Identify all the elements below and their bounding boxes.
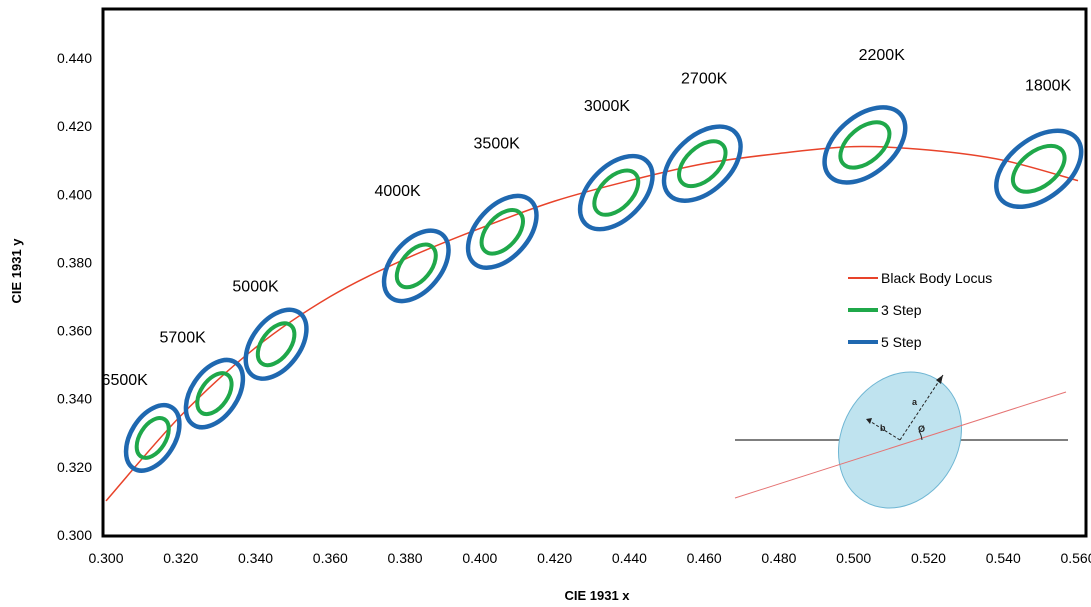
cct-label: 2200K bbox=[859, 47, 906, 64]
y-tick-label: 0.380 bbox=[57, 254, 92, 270]
inset-label-phi: Ø bbox=[918, 424, 925, 434]
cct-label: 6500K bbox=[102, 372, 149, 389]
cct-label: 3000K bbox=[584, 98, 631, 115]
cct-label: 3500K bbox=[474, 135, 521, 152]
y-tick-label: 0.400 bbox=[57, 186, 92, 202]
x-tick-label: 0.320 bbox=[163, 550, 198, 566]
y-axis-title: CIE 1931 y bbox=[9, 238, 24, 304]
legend-label-5step: 5 Step bbox=[881, 334, 922, 350]
y-tick-label: 0.440 bbox=[57, 50, 92, 66]
x-tick-label: 0.540 bbox=[986, 550, 1021, 566]
x-tick-label: 0.340 bbox=[238, 550, 273, 566]
ellipse-3step bbox=[394, 242, 438, 290]
y-tick-label: 0.340 bbox=[57, 391, 92, 407]
y-tick-label: 0.420 bbox=[57, 118, 92, 134]
legend-label-locus: Black Body Locus bbox=[881, 270, 992, 286]
ellipse-3step bbox=[838, 120, 892, 170]
x-tick-label: 0.560 bbox=[1060, 550, 1091, 566]
ellipse-5step bbox=[822, 105, 908, 185]
x-tick-label: 0.420 bbox=[537, 550, 572, 566]
legend-label-3step: 3 Step bbox=[881, 302, 922, 318]
y-tick-labels: 0.300 0.320 0.340 0.360 0.380 0.400 0.420 0.440 bbox=[57, 50, 92, 543]
cct-label: 5700K bbox=[160, 330, 207, 347]
cct-label: 1800K bbox=[1025, 77, 1072, 94]
cct-label: 4000K bbox=[374, 183, 421, 200]
x-tick-label: 0.520 bbox=[911, 550, 946, 566]
x-tick-labels: 0.300 0.320 0.340 0.360 0.380 0.400 0.420 0.440… bbox=[88, 550, 1091, 566]
inset-minor-arrowhead bbox=[866, 418, 872, 424]
cct-label: 5000K bbox=[232, 278, 279, 295]
inset-minor-axis bbox=[867, 419, 901, 441]
locus-layer bbox=[105, 145, 1079, 502]
ellipse-3step bbox=[255, 321, 297, 368]
ellipse-5step bbox=[661, 124, 743, 203]
x-tick-label: 0.360 bbox=[313, 550, 348, 566]
x-tick-label: 0.300 bbox=[88, 550, 123, 566]
ellipse-layer bbox=[123, 105, 1084, 473]
inset-label-b: b bbox=[880, 423, 886, 433]
x-tick-label: 0.380 bbox=[388, 550, 423, 566]
black-body-locus-line bbox=[105, 145, 1079, 502]
x-tick-label: 0.400 bbox=[462, 550, 497, 566]
ellipse-5step bbox=[577, 153, 655, 232]
x-tick-label: 0.460 bbox=[687, 550, 722, 566]
x-tick-label: 0.480 bbox=[761, 550, 796, 566]
ellipse-5step bbox=[183, 357, 246, 430]
ellipse-3step bbox=[592, 168, 641, 217]
y-tick-label: 0.300 bbox=[57, 527, 92, 543]
x-tick-label: 0.440 bbox=[612, 550, 647, 566]
ellipse-3step bbox=[134, 416, 171, 460]
ellipse-5step bbox=[994, 128, 1084, 210]
legend: Black Body Locus 3 Step 5 Step bbox=[848, 270, 992, 350]
y-tick-label: 0.320 bbox=[57, 459, 92, 475]
ellipse-5step bbox=[465, 193, 539, 270]
y-tick-label: 0.360 bbox=[57, 323, 92, 339]
inset-major-axis bbox=[899, 374, 944, 441]
inset-angle-arc bbox=[918, 430, 923, 441]
ellipse-3step bbox=[677, 139, 728, 189]
ellipse-3step bbox=[195, 371, 234, 417]
x-axis-title: CIE 1931 x bbox=[564, 588, 630, 603]
cct-label: 2700K bbox=[681, 71, 728, 88]
ellipse-3step bbox=[1010, 143, 1067, 194]
ellipse-5step bbox=[123, 402, 182, 473]
inset-label-a: a bbox=[912, 397, 918, 407]
ellipse-5step bbox=[381, 228, 451, 304]
ellipse-parameter-inset: a b Ø bbox=[734, 371, 1068, 509]
cct-label-layer: 6500K 5700K 5000K 4000K 3500K 3000K 2700K 2200K… bbox=[102, 47, 1072, 389]
inset-major-arrowhead bbox=[936, 375, 943, 384]
ellipse-3step bbox=[479, 208, 525, 256]
x-tick-label: 0.500 bbox=[836, 550, 871, 566]
inset-locus-line bbox=[734, 391, 1067, 499]
ellipse-5step bbox=[243, 307, 309, 381]
